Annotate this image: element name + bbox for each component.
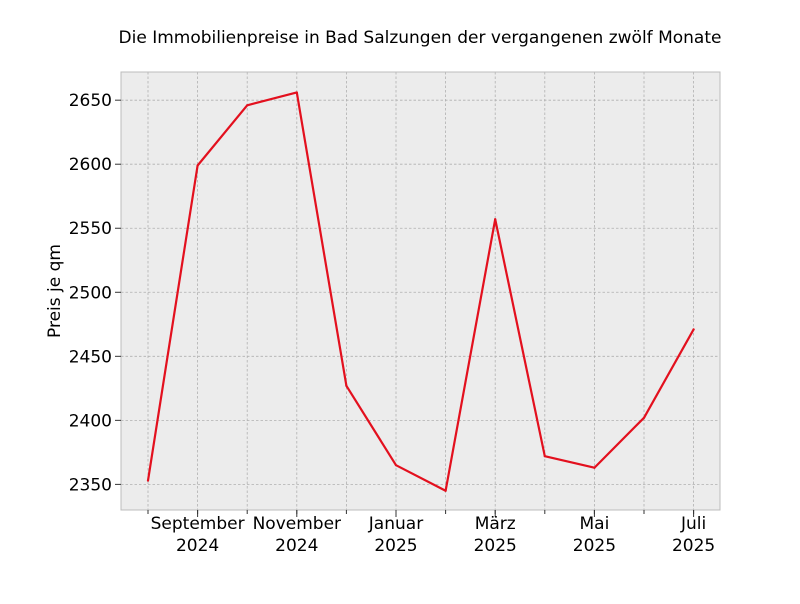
chart-title: Die Immobilienpreise in Bad Salzungen de…: [119, 28, 722, 48]
data-point: [642, 416, 646, 419]
data-point: [692, 328, 695, 331]
series-layer: [146, 91, 695, 492]
series-line: [146, 91, 695, 492]
y-tick-label: 2600: [69, 155, 112, 175]
x-tick-label-year: 2025: [573, 536, 616, 556]
grid-lines: [121, 72, 720, 510]
data-point: [196, 164, 199, 167]
y-tick-label: 2450: [69, 347, 112, 367]
data-point: [295, 91, 298, 94]
data-point: [444, 489, 447, 492]
x-tick-label-year: 2024: [176, 536, 219, 556]
x-tick-label-month: März: [475, 514, 516, 534]
x-tick-label-year: 2025: [374, 536, 417, 556]
data-point: [593, 466, 596, 469]
x-tick-label-month: November: [253, 514, 341, 534]
x-tick-label-year: 2025: [672, 536, 715, 556]
data-point: [146, 479, 150, 482]
y-axis-label: Preis je qm: [45, 244, 65, 338]
data-point: [494, 218, 497, 221]
plot-area: [121, 72, 720, 510]
data-point: [246, 104, 249, 107]
y-tick-label: 2550: [69, 219, 112, 239]
y-tick-label: 2500: [69, 283, 112, 303]
data-point: [345, 384, 348, 387]
plot-frame: [120, 71, 721, 511]
x-tick-label-month: September: [151, 514, 245, 534]
data-point: [394, 464, 398, 467]
data-point: [543, 455, 546, 458]
y-tick-label: 2400: [69, 411, 112, 431]
x-tick-label-year: 2025: [474, 536, 517, 556]
x-tick-label-month: Juli: [680, 514, 706, 534]
x-tick-label-month: Mai: [579, 514, 609, 534]
y-tick-label: 2350: [69, 475, 112, 495]
x-tick-label-month: Januar: [368, 514, 423, 534]
axis-ticks: 2350240024502500255026002650September202…: [69, 91, 715, 556]
x-tick-label-year: 2024: [275, 536, 318, 556]
y-tick-label: 2650: [69, 91, 112, 111]
